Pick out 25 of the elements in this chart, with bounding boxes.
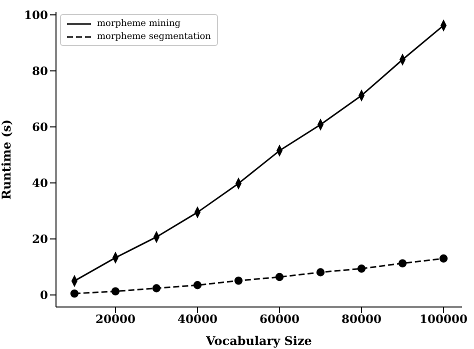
point	[70, 289, 79, 298]
y-axis-title: Runtime (s)	[0, 119, 14, 200]
point	[234, 276, 243, 285]
x-tick-label: 20000	[95, 312, 136, 326]
y-tick-label: 80	[32, 64, 48, 78]
x-tick-label: 60000	[259, 312, 300, 326]
point	[193, 281, 202, 290]
point	[152, 284, 161, 292]
point	[316, 268, 325, 276]
point	[439, 254, 448, 263]
x-axis-title: Vocabulary Size	[205, 334, 312, 348]
point	[398, 259, 407, 268]
x-tick-label: 80000	[342, 312, 382, 326]
x-tick-label: 100000	[420, 312, 468, 326]
y-tick-label: 0	[40, 288, 48, 302]
x-tick-label: 40000	[177, 312, 218, 326]
point	[275, 272, 284, 282]
point	[111, 287, 120, 296]
y-tick-label: 20	[32, 232, 48, 246]
legend-label: morpheme mining	[97, 18, 181, 28]
y-tick-label: 60	[32, 120, 48, 134]
legend-label: morpheme segmentation	[97, 32, 211, 42]
y-tick-label: 40	[32, 176, 48, 190]
y-tick-label: 100	[24, 8, 48, 22]
point	[357, 264, 366, 273]
